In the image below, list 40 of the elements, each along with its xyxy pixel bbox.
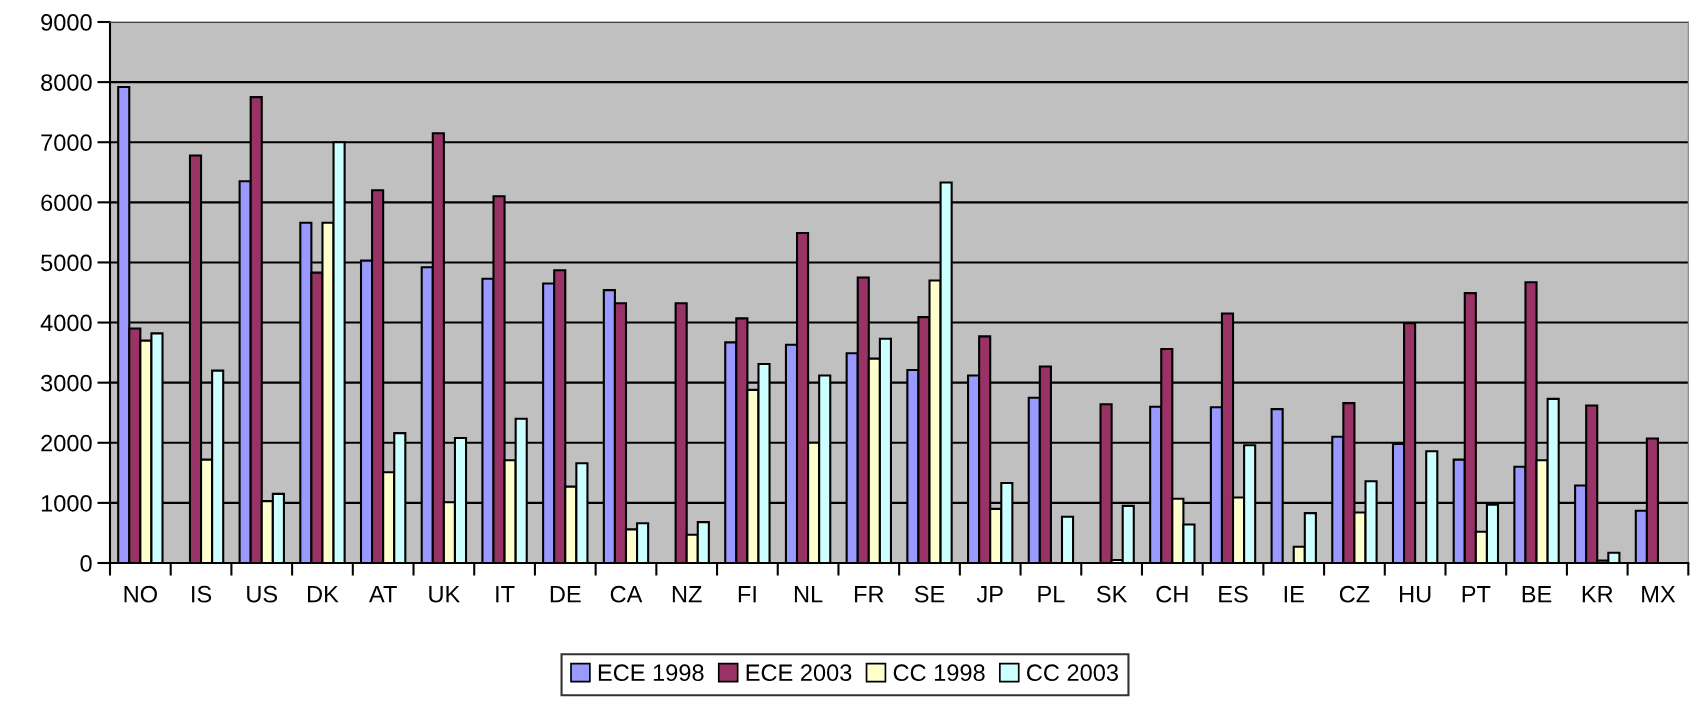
x-tick-label: NZ	[672, 586, 702, 603]
x-tick-label: KR	[1582, 586, 1613, 603]
x-tick-label: JP	[976, 586, 1003, 603]
y-tick-label: 4000	[40, 314, 92, 332]
x-tick-label: IT	[496, 586, 515, 603]
x-tick-label: HU	[1400, 586, 1431, 603]
y-tick-label: 1000	[41, 494, 92, 512]
x-tick-label: PT	[1462, 586, 1491, 603]
y-tick-label: 2000	[41, 434, 92, 452]
x-tick-label: ES	[1219, 585, 1248, 603]
legend-label: ECE 2003	[746, 664, 852, 682]
x-tick-label: CH	[1156, 585, 1188, 603]
x-tick-label: NL	[794, 586, 823, 603]
x-tick-label: DE	[550, 586, 581, 603]
x-tick-label: BE	[1522, 586, 1552, 603]
x-tick-label: DK	[308, 586, 339, 603]
y-tick-label: 7000	[41, 134, 92, 152]
y-tick-label: 6000	[41, 194, 92, 212]
x-tick-label: FR	[855, 586, 884, 603]
x-tick-label: NO	[124, 585, 157, 603]
y-tick-label: 8000	[41, 74, 92, 91]
x-tick-label: IE	[1284, 586, 1304, 603]
legend-label: ECE 1998	[598, 664, 704, 682]
x-tick-label: SK	[1096, 585, 1128, 603]
legend-label: CC 1998	[893, 664, 985, 682]
y-tick-label: 5000	[41, 254, 92, 272]
x-tick-label: PL	[1038, 586, 1065, 603]
x-tick-label: FI	[738, 586, 756, 603]
x-tick-label: UK	[429, 586, 461, 603]
y-tick-label: 0	[80, 555, 92, 572]
x-tick-label: IS	[192, 585, 212, 603]
x-tick-label: AT	[369, 586, 397, 603]
legend-label: CC 2003	[1027, 664, 1118, 682]
x-tick-label: CA	[610, 585, 643, 603]
y-tick-label: 9000	[41, 14, 92, 31]
x-tick-label: CZ	[1339, 585, 1370, 603]
x-tick-label: MX	[1642, 586, 1676, 603]
x-tick-label: US	[247, 585, 278, 603]
y-tick-label: 3000	[41, 374, 92, 392]
x-tick-label: SE	[914, 585, 945, 603]
